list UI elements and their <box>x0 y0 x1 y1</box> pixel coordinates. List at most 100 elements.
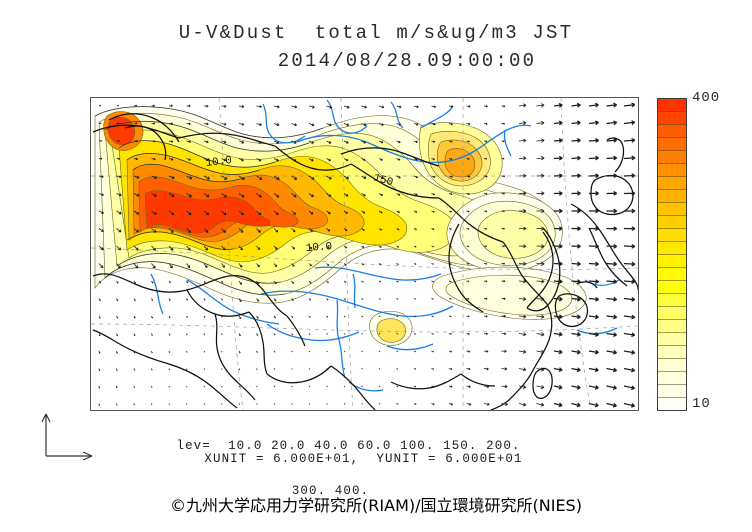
wind-vector <box>238 228 244 233</box>
wind-vector <box>203 140 209 144</box>
wind-vector <box>396 193 401 196</box>
wind-vector <box>326 403 328 405</box>
wind-vector <box>448 298 452 300</box>
wind-vector <box>168 245 174 251</box>
colorbar-cell <box>658 203 686 216</box>
wind-vector <box>588 226 599 232</box>
dust-forecast-map[interactable]: 10.0 150 10.0 <box>90 97 639 411</box>
wind-vector <box>326 280 329 284</box>
wind-vector <box>98 263 104 269</box>
wind-vector <box>553 314 563 320</box>
wind-vector <box>448 385 453 388</box>
wind-vector <box>571 102 581 108</box>
wind-vector <box>361 315 364 318</box>
wind-vector <box>361 175 367 179</box>
wind-vector <box>308 280 312 284</box>
wind-vector <box>291 315 294 319</box>
colorbar-cell <box>658 268 686 281</box>
wind-vector <box>431 228 435 231</box>
wind-vector <box>413 368 417 370</box>
wind-vector <box>483 175 488 178</box>
wind-vector <box>221 315 223 318</box>
wind-vector <box>483 280 488 283</box>
wind-vector <box>326 350 328 353</box>
wind-vector <box>553 173 563 179</box>
wind-vector <box>396 315 399 318</box>
wind-vector <box>238 140 245 144</box>
wind-vector <box>623 102 636 108</box>
wind-vector <box>396 368 399 370</box>
wind-vector <box>256 193 262 198</box>
wind-vector <box>238 193 245 198</box>
wind-vector <box>571 367 581 373</box>
wind-vector <box>396 245 400 248</box>
wind-vector <box>623 243 636 249</box>
wind-vector <box>308 368 311 370</box>
wind-vector <box>116 139 120 143</box>
wind-vector <box>291 105 298 109</box>
wind-vector <box>536 244 545 249</box>
wind-vector <box>378 403 381 405</box>
wind-vector <box>518 173 527 178</box>
wind-vector <box>623 350 636 355</box>
wind-vector <box>343 193 349 197</box>
wind-vector <box>483 402 490 406</box>
wind-vector <box>536 261 545 266</box>
wind-vector <box>308 175 315 180</box>
wind-vector <box>238 245 243 251</box>
colorbar <box>657 98 687 411</box>
wind-vector <box>396 158 401 161</box>
wind-vector <box>98 210 105 214</box>
wind-vector <box>396 403 399 405</box>
wind-vector <box>466 210 470 213</box>
wind-vector <box>588 120 599 126</box>
wind-vector <box>326 368 328 370</box>
wind-vector <box>623 137 636 143</box>
wind-vector <box>501 105 506 108</box>
wind-vector <box>536 332 545 337</box>
wind-vector <box>116 175 122 179</box>
colorbar-cell <box>658 216 686 229</box>
wind-vector <box>273 105 280 109</box>
wind-vector <box>273 245 278 250</box>
wind-vector <box>396 228 400 231</box>
wind-vector <box>308 245 313 250</box>
wind-vector <box>396 175 401 179</box>
wind-vector <box>623 385 636 391</box>
wind-vector <box>501 384 508 389</box>
wind-vector <box>273 123 280 127</box>
wind-vector <box>518 156 527 161</box>
wind-vector <box>98 350 101 354</box>
wind-vector <box>518 349 527 354</box>
wind-vector <box>396 210 400 214</box>
wind-vector <box>291 245 295 250</box>
wind-vector <box>273 368 276 370</box>
wind-vector <box>256 122 262 126</box>
wind-vector <box>466 245 470 248</box>
wind-vector <box>431 245 435 248</box>
wind-vector <box>116 280 119 284</box>
wind-vector <box>466 315 470 318</box>
wind-vector <box>273 175 280 180</box>
wind-vector <box>431 210 435 213</box>
wind-vector <box>396 105 402 109</box>
wind-vector <box>116 263 121 269</box>
wind-vector <box>133 263 139 269</box>
wind-vector <box>378 298 381 300</box>
colorbar-cell <box>658 320 686 333</box>
colorbar-min-label: 10 <box>692 396 711 412</box>
wind-vector <box>378 245 382 248</box>
wind-vector <box>151 403 153 406</box>
wind-vector <box>238 263 243 268</box>
wind-vector <box>221 333 223 336</box>
wind-vector <box>238 403 240 405</box>
wind-vector <box>221 104 227 108</box>
wind-vector <box>588 279 599 284</box>
contour-levels-line-2: 300. 400. <box>291 484 370 498</box>
wind-vector <box>431 175 436 178</box>
wind-vector <box>151 245 156 251</box>
wind-vector <box>606 173 618 179</box>
wind-vector <box>361 123 367 127</box>
wind-vector <box>448 105 454 108</box>
wind-vector <box>221 122 227 126</box>
